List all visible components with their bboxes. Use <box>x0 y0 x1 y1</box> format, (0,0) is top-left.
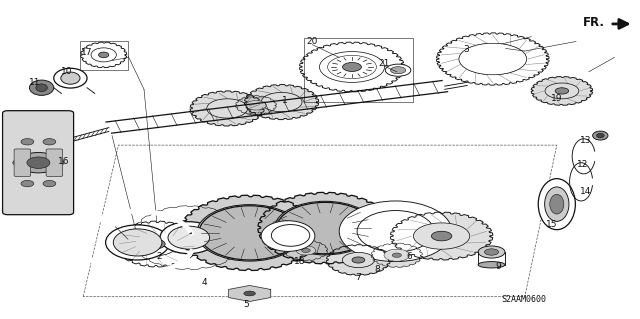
Circle shape <box>21 181 34 187</box>
Polygon shape <box>228 286 271 301</box>
Polygon shape <box>371 243 422 267</box>
Text: 1: 1 <box>282 96 287 105</box>
Ellipse shape <box>271 225 310 246</box>
Circle shape <box>27 157 50 168</box>
Ellipse shape <box>244 291 255 296</box>
Ellipse shape <box>545 83 579 99</box>
Polygon shape <box>190 91 264 126</box>
Ellipse shape <box>91 48 116 62</box>
Ellipse shape <box>296 246 316 255</box>
Circle shape <box>43 181 56 187</box>
Ellipse shape <box>168 226 210 249</box>
Ellipse shape <box>431 231 452 241</box>
Text: 12: 12 <box>577 160 588 169</box>
Ellipse shape <box>357 211 434 252</box>
Polygon shape <box>284 240 328 261</box>
Circle shape <box>13 160 26 166</box>
Text: 14: 14 <box>580 187 591 196</box>
Ellipse shape <box>478 262 505 268</box>
Ellipse shape <box>246 100 266 110</box>
Ellipse shape <box>136 233 178 256</box>
Text: 15: 15 <box>546 220 557 229</box>
Polygon shape <box>81 42 127 68</box>
Circle shape <box>21 138 34 145</box>
Ellipse shape <box>384 249 410 261</box>
Text: 3: 3 <box>463 45 468 54</box>
Circle shape <box>18 152 59 173</box>
Text: 16: 16 <box>58 157 70 166</box>
Ellipse shape <box>148 240 165 249</box>
Ellipse shape <box>36 84 47 92</box>
Polygon shape <box>236 96 276 115</box>
Circle shape <box>43 138 56 145</box>
Ellipse shape <box>106 225 170 260</box>
Ellipse shape <box>319 52 385 82</box>
Text: S2AAM0600: S2AAM0600 <box>501 295 546 304</box>
Ellipse shape <box>54 68 87 88</box>
Text: 5: 5 <box>244 300 249 309</box>
Ellipse shape <box>160 222 218 254</box>
FancyBboxPatch shape <box>46 149 63 176</box>
Ellipse shape <box>484 249 499 255</box>
Polygon shape <box>436 33 549 85</box>
Text: 10: 10 <box>61 67 73 76</box>
Ellipse shape <box>538 179 575 230</box>
Polygon shape <box>531 77 593 105</box>
Polygon shape <box>115 221 198 267</box>
Ellipse shape <box>301 249 310 252</box>
Ellipse shape <box>555 88 569 94</box>
Ellipse shape <box>339 201 452 262</box>
Ellipse shape <box>385 64 411 76</box>
Ellipse shape <box>392 253 401 257</box>
Ellipse shape <box>261 221 315 251</box>
Text: 11: 11 <box>29 78 41 87</box>
Text: 8: 8 <box>375 265 380 274</box>
Text: 17: 17 <box>81 48 92 57</box>
Circle shape <box>51 160 64 166</box>
Polygon shape <box>258 192 392 264</box>
FancyBboxPatch shape <box>14 149 31 176</box>
Text: 18: 18 <box>294 257 305 266</box>
Ellipse shape <box>207 99 248 118</box>
Ellipse shape <box>596 133 604 138</box>
Text: 20: 20 <box>307 37 318 46</box>
Ellipse shape <box>545 187 569 221</box>
Ellipse shape <box>261 93 302 112</box>
Text: 4: 4 <box>202 278 207 287</box>
Ellipse shape <box>352 257 365 263</box>
Text: 13: 13 <box>580 136 591 145</box>
Polygon shape <box>300 42 404 92</box>
Text: 2: 2 <box>156 252 161 261</box>
Ellipse shape <box>99 52 109 58</box>
Polygon shape <box>326 245 390 275</box>
Ellipse shape <box>237 288 262 299</box>
Ellipse shape <box>275 201 376 255</box>
Ellipse shape <box>199 206 300 260</box>
Polygon shape <box>244 85 319 120</box>
FancyBboxPatch shape <box>3 111 74 215</box>
Text: 21: 21 <box>378 59 390 68</box>
Text: 6: 6 <box>407 252 412 261</box>
Text: 19: 19 <box>551 94 563 103</box>
Ellipse shape <box>342 63 362 71</box>
Ellipse shape <box>459 43 527 75</box>
Ellipse shape <box>61 72 80 84</box>
Ellipse shape <box>478 246 505 258</box>
Ellipse shape <box>276 202 374 254</box>
Ellipse shape <box>342 252 374 268</box>
Text: 7: 7 <box>356 273 361 282</box>
Ellipse shape <box>390 67 406 74</box>
Ellipse shape <box>593 131 608 140</box>
Ellipse shape <box>413 223 470 249</box>
Text: 9: 9 <box>495 262 500 271</box>
Polygon shape <box>179 195 320 271</box>
Ellipse shape <box>459 43 527 75</box>
Text: FR.: FR. <box>583 16 605 29</box>
Ellipse shape <box>197 205 303 261</box>
Ellipse shape <box>113 229 162 256</box>
Ellipse shape <box>550 194 564 214</box>
Ellipse shape <box>29 80 54 95</box>
Polygon shape <box>390 212 493 260</box>
